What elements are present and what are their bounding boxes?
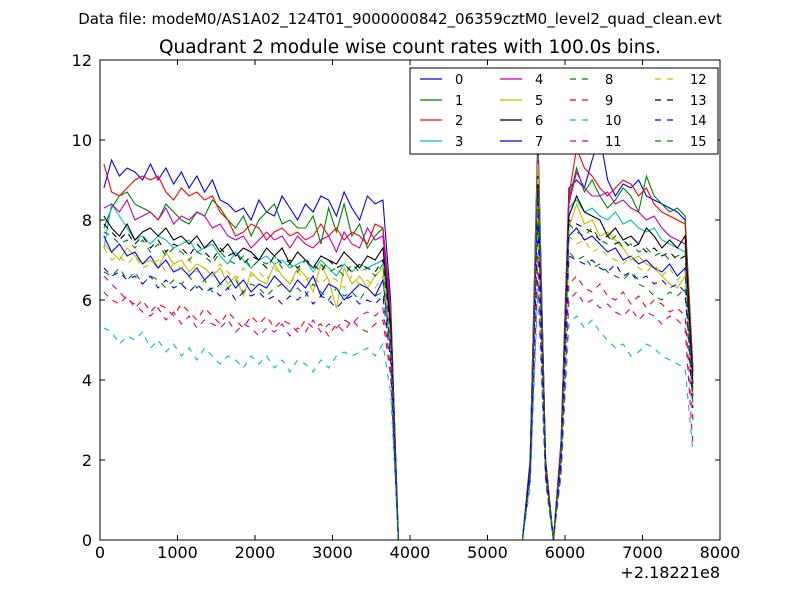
legend-item-9: 9 — [570, 94, 613, 109]
series-line-2 — [103, 143, 694, 540]
x-tick-label: 8000 — [700, 543, 741, 562]
y-tick-label: 6 — [82, 291, 92, 310]
series-line-5 — [103, 163, 694, 540]
legend-item-13: 13 — [655, 94, 707, 109]
legend-label: 11 — [605, 135, 622, 150]
series-line-6 — [103, 183, 694, 540]
series-line-12 — [103, 203, 694, 540]
y-tick-label: 12 — [72, 51, 92, 70]
series-line-7 — [103, 191, 694, 540]
suptitle: Data file: modeM0/AS1A02_124T01_90000008… — [78, 10, 722, 29]
legend-item-1: 1 — [420, 94, 463, 109]
x-offset-label: +2.18221e8 — [620, 563, 720, 582]
legend-label: 8 — [605, 73, 613, 88]
x-tick-label: 5000 — [467, 543, 508, 562]
legend-frame — [409, 67, 719, 155]
legend-item-2: 2 — [420, 114, 463, 129]
x-tick-label: 4000 — [390, 543, 431, 562]
series-line-3 — [103, 155, 694, 540]
legend-label: 5 — [535, 94, 543, 109]
legend-label: 7 — [535, 135, 543, 150]
legend-item-3: 3 — [420, 135, 463, 150]
legend-label: 3 — [455, 135, 463, 150]
y-tick-label: 8 — [82, 211, 92, 230]
legend-label: 0 — [455, 73, 463, 88]
x-tick-label: 6000 — [545, 543, 586, 562]
x-tick-label: 1000 — [157, 543, 198, 562]
x-tick-label: 7000 — [622, 543, 663, 562]
legend-item-6: 6 — [500, 114, 543, 129]
legend-item-0: 0 — [420, 73, 463, 88]
y-tick-label: 0 — [82, 531, 92, 550]
series-line-11 — [103, 271, 694, 540]
series-line-14 — [103, 223, 694, 540]
x-tick-label: 0 — [95, 543, 105, 562]
legend-item-10: 10 — [570, 114, 622, 129]
legend-label: 4 — [535, 73, 543, 88]
legend-label: 2 — [455, 114, 463, 129]
legend-label: 12 — [690, 73, 707, 88]
y-tick-label: 10 — [72, 131, 92, 150]
legend-label: 10 — [605, 114, 622, 129]
legend-item-15: 15 — [655, 135, 707, 150]
series-line-4 — [103, 159, 694, 540]
legend-label: 1 — [455, 94, 463, 109]
series-line-9 — [103, 255, 694, 540]
x-tick-label: 3000 — [312, 543, 353, 562]
series-lines — [103, 131, 694, 540]
legend-item-4: 4 — [500, 73, 543, 88]
legend-label: 13 — [690, 94, 707, 109]
legend-item-14: 14 — [655, 114, 707, 129]
legend-label: 15 — [690, 135, 707, 150]
chart-title: Quadrant 2 module wise count rates with … — [159, 37, 661, 58]
x-tick-label: 2000 — [235, 543, 276, 562]
legend-label: 9 — [605, 94, 613, 109]
legend-item-11: 11 — [570, 135, 622, 150]
legend-label: 14 — [690, 114, 707, 129]
legend-label: 6 — [535, 114, 543, 129]
y-tick-label: 2 — [82, 451, 92, 470]
y-tick-label: 4 — [82, 371, 92, 390]
series-line-10 — [103, 287, 694, 540]
legend-item-8: 8 — [570, 73, 613, 88]
legend-item-5: 5 — [500, 94, 543, 109]
legend-item-12: 12 — [655, 73, 707, 88]
plot-area: 0 1000 2000 3000 4000 5000 6000 7000 80000246810… — [72, 51, 741, 562]
legend-item-7: 7 — [500, 135, 543, 150]
